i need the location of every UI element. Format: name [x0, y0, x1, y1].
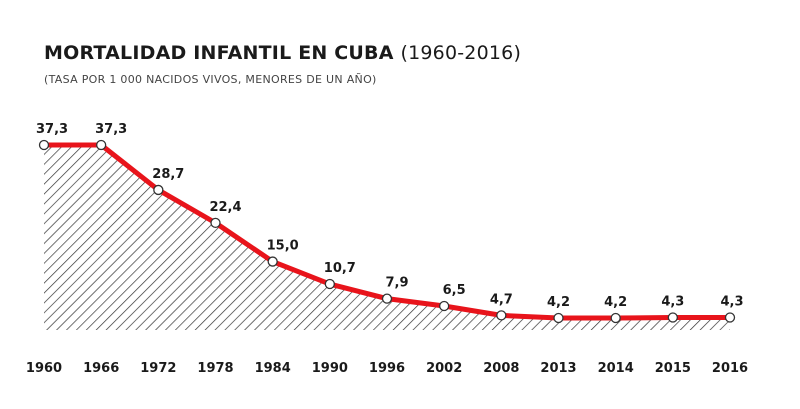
data-points-layer [38, 139, 736, 324]
data-label: 7,9 [385, 276, 408, 291]
x-tick-label: 2014 [598, 361, 634, 376]
data-label: 22,4 [209, 200, 241, 215]
x-tick-label: 1966 [83, 361, 119, 376]
chart-title-years: (1960-2016) [400, 42, 522, 64]
data-label: 15,0 [267, 239, 299, 254]
x-tick-label: 1972 [140, 361, 176, 376]
x-tick-label: 1996 [369, 361, 405, 376]
data-label: 28,7 [152, 167, 184, 182]
data-label: 4,3 [661, 294, 684, 309]
data-point [496, 310, 507, 321]
data-point [153, 184, 164, 196]
hatched-area-layer [44, 145, 730, 330]
hatched-area [44, 145, 730, 330]
data-point [96, 139, 107, 151]
data-label: 6,5 [443, 283, 466, 298]
data-point [324, 278, 335, 290]
data-point [210, 217, 221, 229]
x-tick-label: 1990 [312, 361, 348, 376]
data-label: 4,3 [720, 294, 743, 309]
data-label: 4,2 [547, 295, 570, 310]
x-tick-label: 1978 [197, 361, 233, 376]
chart-subtitle: (TASA POR 1 000 NACIDOS VIVOS, MENORES D… [44, 73, 377, 86]
x-tick-label: 2002 [426, 361, 462, 376]
data-label: 37,3 [36, 122, 68, 137]
x-tick-label: 1960 [26, 361, 62, 376]
data-point [667, 312, 678, 323]
chart-title-main: MORTALIDAD INFANTIL EN CUBA [44, 42, 394, 64]
data-point [267, 256, 278, 267]
data-label: 10,7 [324, 261, 356, 276]
x-tick-label: 2008 [483, 361, 519, 376]
data-point [724, 312, 736, 323]
data-point [439, 300, 450, 312]
data-point [38, 139, 50, 151]
data-label: 4,2 [604, 295, 627, 310]
data-labels-layer: 37,3 37,3 28,7 22,4 15,0 10,7 7,9 6,5 4,7 4,2 4,2 4… [36, 122, 744, 310]
data-point [381, 293, 393, 304]
x-axis-ticks-layer: 1960 1966 1972 1978 1984 1990 1996 2002 2008 2013… [26, 361, 748, 376]
x-tick-label: 2013 [540, 361, 576, 376]
x-tick-label: 2016 [712, 361, 748, 376]
data-point [610, 312, 621, 324]
data-label: 37,3 [95, 122, 127, 137]
data-label: 4,7 [490, 292, 513, 307]
chart-title: MORTALIDAD INFANTIL EN CUBA (1960-2016) [44, 42, 521, 64]
data-point [553, 312, 564, 324]
x-tick-label: 1984 [255, 361, 291, 376]
x-tick-label: 2015 [655, 361, 691, 376]
